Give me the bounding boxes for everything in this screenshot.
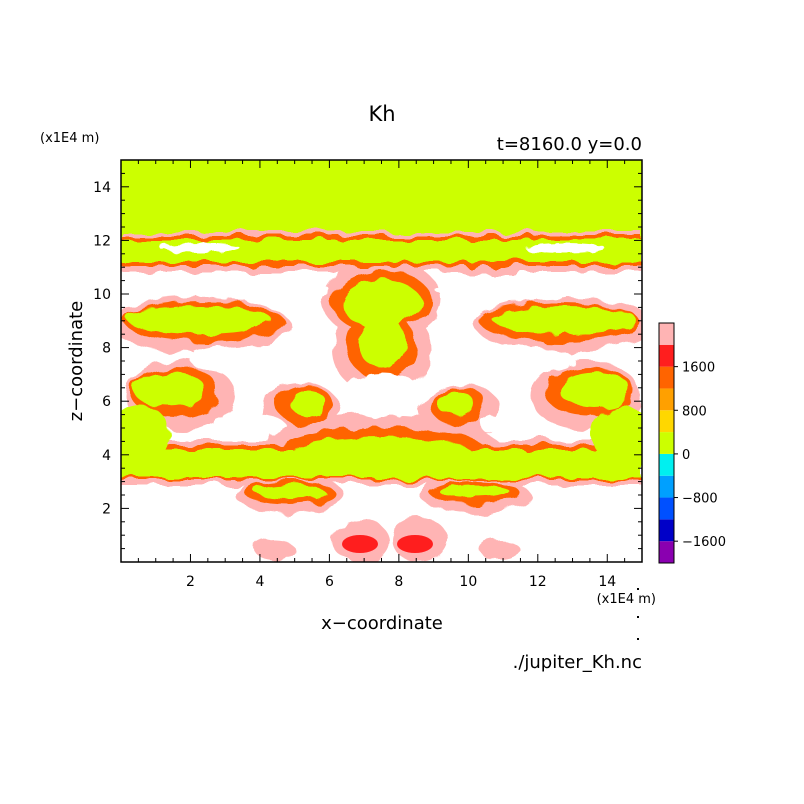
z-unit-label: (x1E4 m) xyxy=(40,131,99,146)
colorbar-swatch xyxy=(659,366,674,389)
colorbar-swatch xyxy=(659,453,674,476)
y-tick-label: 2 xyxy=(102,501,111,517)
colorbar-swatch xyxy=(659,388,674,411)
unit-tick-marks xyxy=(637,588,639,640)
x-axis: 2 4 6 8 10 12 14 xyxy=(137,160,626,590)
x-tick-label: 2 xyxy=(186,574,195,590)
colorbar-swatch xyxy=(659,475,674,498)
chart-title: Kh xyxy=(368,102,395,126)
colorbar-frame xyxy=(658,322,675,564)
colorbar-tick-label: 800 xyxy=(682,404,707,419)
colorbar-swatch xyxy=(659,519,674,542)
colorbar-swatch xyxy=(659,323,674,345)
colorbar: 1600 800 0 −800 −1600 xyxy=(658,322,726,564)
y-tick-label: 4 xyxy=(102,448,111,464)
x-tick-label: 6 xyxy=(325,574,334,590)
x-tick-label: 14 xyxy=(598,574,616,590)
x-unit-label: (x1E4 m) xyxy=(597,592,656,607)
colorbar-swatch xyxy=(659,497,674,520)
colorbar-tick-label: −1600 xyxy=(682,535,726,550)
colorbar-swatch xyxy=(659,344,674,367)
y-tick-label: 14 xyxy=(93,180,111,196)
x-tick-label: 10 xyxy=(459,574,477,590)
source-file-label: ./jupiter_Kh.nc xyxy=(513,652,642,673)
x-tick-label: 12 xyxy=(529,574,547,590)
x-tick-label: 8 xyxy=(394,574,403,590)
x-axis-label: x−coordinate xyxy=(321,613,443,634)
colorbar-tick-label: −800 xyxy=(682,492,718,507)
colorbar-swatch xyxy=(659,541,674,563)
colorbar-tick-label: 0 xyxy=(682,448,690,463)
y-tick-label: 6 xyxy=(102,394,111,410)
y-axis-label: z−coordinate xyxy=(66,301,87,422)
y-axis: 2 4 6 8 10 12 14 xyxy=(93,172,642,550)
colorbar-swatch xyxy=(659,410,674,433)
y-tick-label: 12 xyxy=(93,233,111,249)
upper-uniform-band xyxy=(121,160,642,240)
chart-subtitle: t=8160.0 y=0.0 xyxy=(497,134,642,155)
contour-field xyxy=(121,160,642,562)
y-tick-label: 8 xyxy=(102,341,111,357)
colorbar-tick-label: 1600 xyxy=(682,361,715,376)
x-tick-label: 4 xyxy=(255,574,264,590)
y-tick-label: 10 xyxy=(93,287,111,303)
colorbar-swatch xyxy=(659,432,674,454)
